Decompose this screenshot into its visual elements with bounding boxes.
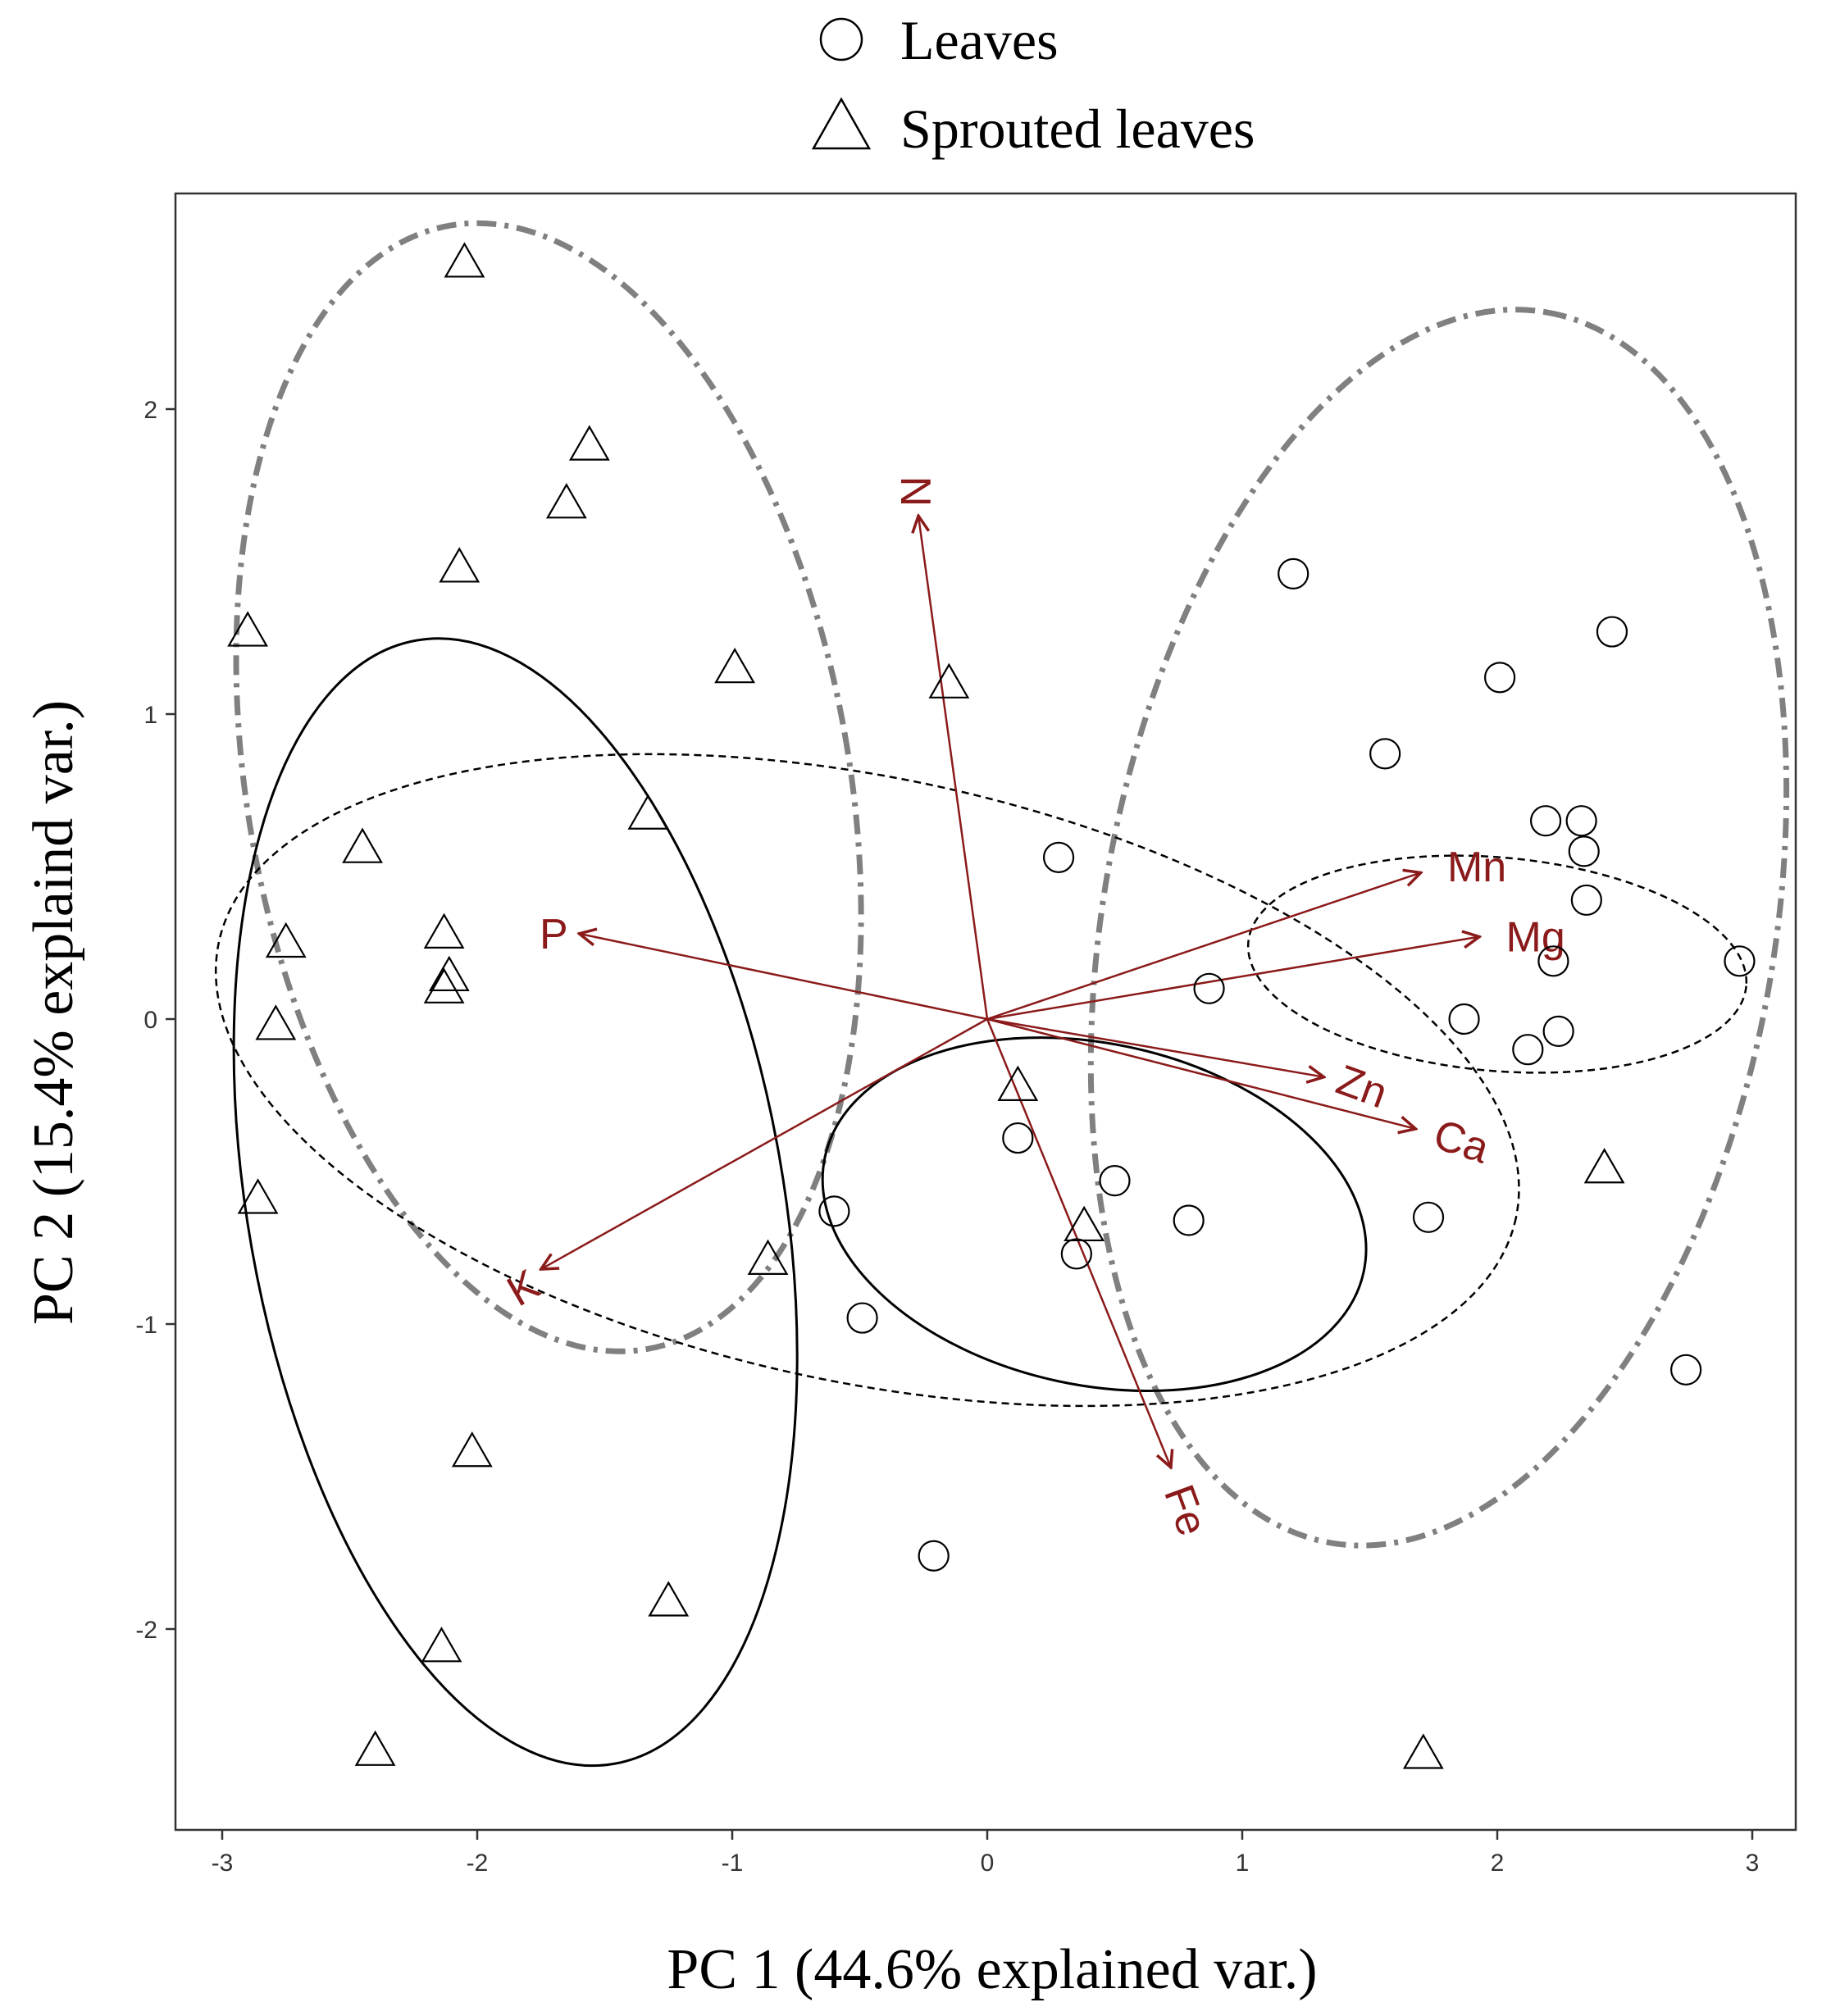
point-leaves	[1529, 805, 1562, 837]
point-sprouted-leaves	[423, 967, 465, 1003]
point-leaves	[1724, 945, 1756, 977]
y-tick-label: 2	[143, 397, 157, 424]
ellipse-black-solid	[232, 637, 799, 1768]
point-leaves	[1512, 1034, 1544, 1066]
point-leaves	[1369, 738, 1401, 770]
loading-arrow-p	[579, 934, 988, 1021]
ellipse-black-dashed	[1246, 854, 1748, 1074]
point-sprouted-leaves	[265, 922, 307, 958]
x-tick-label: -3	[212, 1850, 234, 1877]
point-leaves	[1537, 945, 1569, 977]
point-sprouted-leaves	[421, 1627, 462, 1663]
point-sprouted-leaves	[237, 1178, 279, 1214]
x-tick-label: -2	[467, 1850, 489, 1877]
loading-label-mn: Mn	[1447, 844, 1506, 891]
point-leaves	[1542, 1015, 1574, 1047]
loading-arrow-zn	[986, 1017, 1324, 1077]
point-sprouted-leaves	[1064, 1205, 1105, 1242]
x-tick-label: 1	[1236, 1850, 1250, 1877]
point-sprouted-leaves	[227, 611, 269, 647]
point-leaves	[1568, 835, 1600, 867]
y-axis-title: PC 2 (15.4% explaind var.)	[22, 700, 85, 1325]
x-tick-label: 0	[981, 1850, 995, 1877]
point-leaves	[1596, 616, 1628, 648]
point-sprouted-leaves	[428, 955, 470, 992]
point-leaves	[818, 1195, 850, 1227]
x-tick-label: -1	[722, 1850, 744, 1877]
legend-label-sprouted: Sprouted leaves	[900, 98, 1255, 160]
point-leaves	[846, 1302, 878, 1334]
point-leaves	[1173, 1204, 1205, 1236]
point-leaves	[1448, 1003, 1480, 1035]
point-sprouted-leaves	[568, 425, 610, 461]
point-sprouted-leaves	[255, 1004, 297, 1040]
ellipse-black-dashed	[214, 753, 1520, 1408]
point-sprouted-leaves	[1583, 1148, 1625, 1184]
legend-triangle-icon	[811, 97, 872, 150]
loading-arrow-fe	[986, 1018, 1171, 1468]
point-sprouted-leaves	[627, 794, 669, 830]
point-sprouted-leaves	[997, 1065, 1039, 1101]
point-leaves	[1484, 662, 1516, 694]
y-tick-label: -2	[135, 1617, 157, 1644]
x-tick-label: 2	[1491, 1850, 1505, 1877]
point-sprouted-leaves	[451, 1431, 493, 1468]
point-leaves	[1570, 884, 1602, 917]
ellipse-grey-dotdash	[233, 220, 864, 1354]
ellipse-black-solid	[821, 1036, 1368, 1392]
y-axis-ticks: -2 -1 0 1 2	[135, 397, 175, 1644]
y-tick-label: 1	[143, 702, 157, 729]
point-sprouted-leaves	[714, 647, 756, 684]
legend-label-leaves: Leaves	[900, 9, 1059, 71]
x-axis-title: PC 1 (44.6% explained var.)	[667, 1938, 1317, 2001]
confidence-ellipses	[214, 220, 1790, 1768]
point-leaves	[1278, 557, 1309, 589]
point-sprouted-leaves	[1402, 1733, 1444, 1769]
x-axis-ticks: -3 -2 -1 0 1 2 3	[212, 1830, 1760, 1877]
point-leaves	[1042, 841, 1075, 873]
data-points	[227, 242, 1756, 1769]
loading-arrow-ca	[986, 1017, 1415, 1129]
point-sprouted-leaves	[342, 827, 383, 863]
point-sprouted-leaves	[444, 242, 485, 278]
y-tick-label: 0	[143, 1007, 157, 1034]
point-leaves	[1002, 1122, 1034, 1154]
point-sprouted-leaves	[928, 662, 970, 699]
loading-arrow-mg	[986, 937, 1479, 1021]
point-leaves	[1099, 1165, 1131, 1197]
point-leaves	[1412, 1201, 1445, 1233]
point-leaves	[1193, 972, 1225, 1004]
point-leaves	[1565, 805, 1597, 837]
loading-arrow-mn	[986, 872, 1421, 1021]
legend-circle-icon	[819, 17, 863, 61]
loading-label-mg: Mg	[1506, 914, 1565, 962]
legend: Leaves Sprouted leaves	[811, 9, 1255, 160]
ellipse-grey-dotdash	[1087, 307, 1790, 1549]
point-sprouted-leaves	[439, 547, 481, 583]
loading-arrow-k	[541, 1017, 988, 1269]
point-sprouted-leaves	[648, 1581, 690, 1617]
point-sprouted-leaves	[423, 912, 465, 949]
point-leaves	[918, 1540, 950, 1572]
point-sprouted-leaves	[747, 1239, 789, 1275]
point-sprouted-leaves	[545, 483, 587, 519]
loading-arrow-n	[918, 516, 989, 1020]
point-leaves	[1670, 1354, 1702, 1386]
point-sprouted-leaves	[354, 1730, 396, 1766]
loading-label-p: P	[540, 911, 568, 958]
x-tick-label: 3	[1746, 1850, 1760, 1877]
loading-label-n: N	[891, 476, 939, 507]
point-leaves	[1060, 1238, 1092, 1270]
y-tick-label: -1	[135, 1312, 157, 1339]
